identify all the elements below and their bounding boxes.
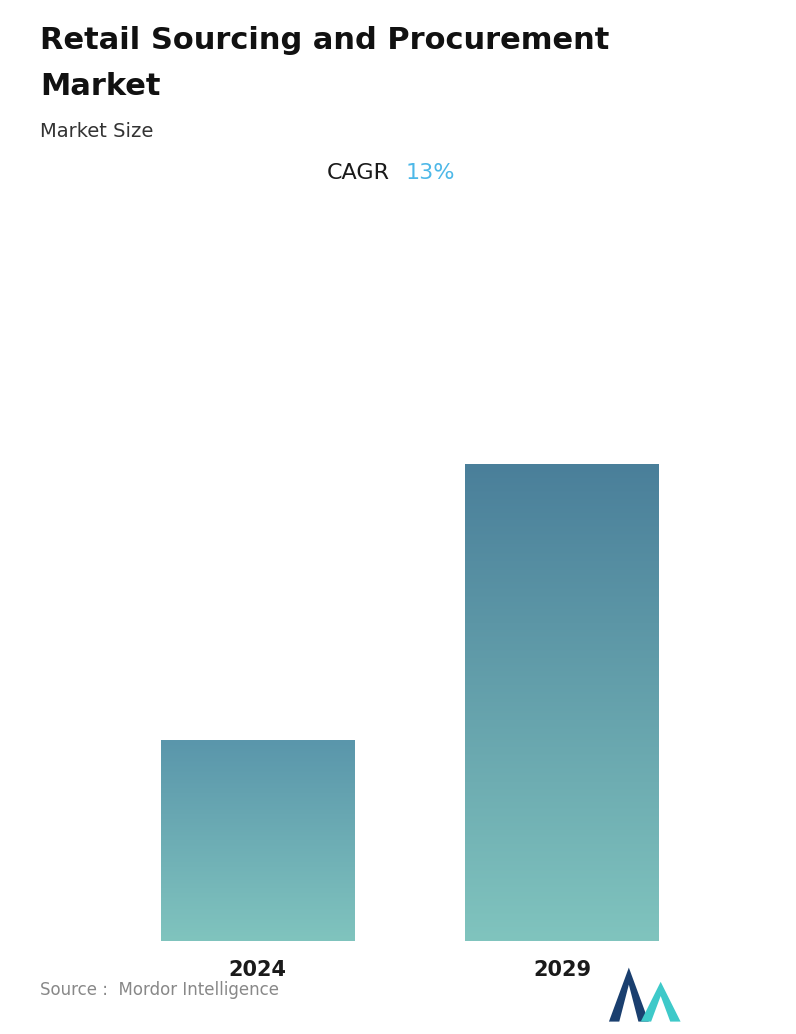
- Text: Market Size: Market Size: [40, 122, 153, 141]
- Polygon shape: [641, 982, 681, 1022]
- Polygon shape: [609, 968, 649, 1022]
- Text: CAGR: CAGR: [327, 163, 390, 183]
- Text: 13%: 13%: [406, 163, 455, 183]
- Text: Retail Sourcing and Procurement: Retail Sourcing and Procurement: [40, 26, 609, 55]
- Text: Market: Market: [40, 72, 160, 101]
- Text: Source :  Mordor Intelligence: Source : Mordor Intelligence: [40, 981, 279, 999]
